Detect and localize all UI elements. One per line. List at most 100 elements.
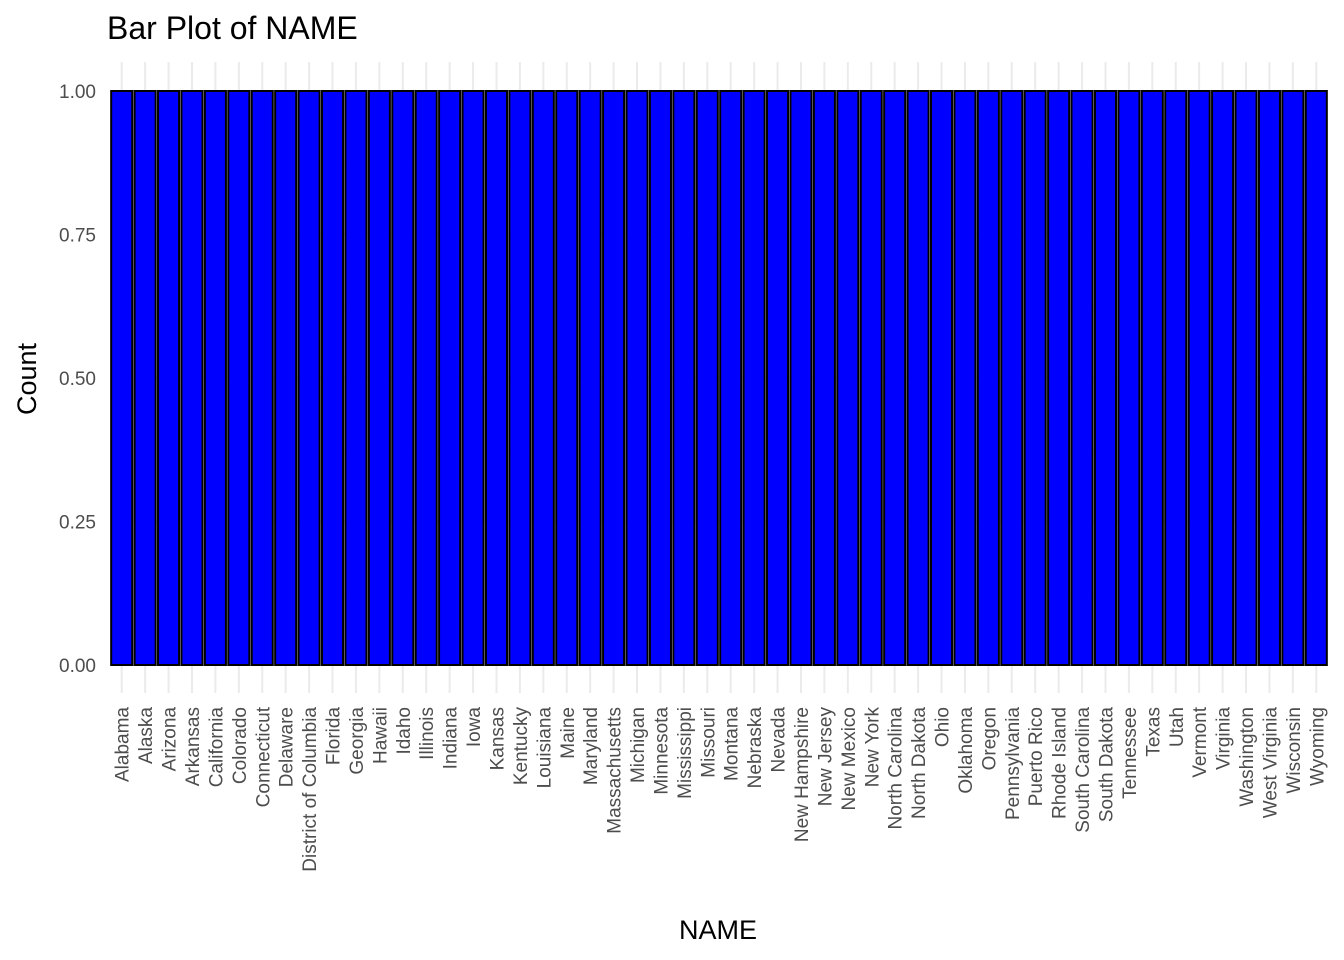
- x-tick-label: Tennessee: [1120, 707, 1141, 799]
- bar: [1140, 90, 1164, 666]
- bar: [695, 90, 719, 666]
- bar: [1187, 90, 1211, 666]
- bar: [250, 90, 274, 666]
- x-tick-label: Minnesota: [651, 707, 672, 795]
- bar: [508, 90, 532, 666]
- x-tick-label: New Mexico: [839, 707, 860, 810]
- x-tick-label: Maine: [558, 707, 579, 759]
- x-tick-label: Idaho: [394, 707, 415, 755]
- x-tick-label: Colorado: [230, 707, 251, 784]
- bar: [883, 90, 907, 666]
- x-tick-label: Illinois: [417, 707, 438, 760]
- x-tick-label: New Hampshire: [792, 707, 813, 842]
- bar: [297, 90, 321, 666]
- bar: [1211, 90, 1235, 666]
- bar: [484, 90, 509, 666]
- bar: [133, 90, 157, 666]
- bar: [976, 90, 1000, 666]
- x-tick-label: Utah: [1167, 707, 1188, 747]
- bar: [719, 90, 743, 666]
- bar: [1281, 90, 1305, 666]
- y-tick-label: 0.75: [59, 226, 96, 247]
- x-tick-labels: Alabama Alaska Arizona Arkansas California Co…: [113, 706, 1329, 871]
- x-tick-label: Kentucky: [511, 707, 532, 786]
- x-tick-label: Arkansas: [183, 707, 204, 786]
- bar: [157, 90, 181, 666]
- x-tick-label: Louisiana: [534, 707, 555, 789]
- bar: [766, 90, 790, 666]
- x-tick-label: Delaware: [277, 707, 298, 787]
- x-axis-title: NAME: [679, 915, 757, 945]
- bar: [859, 90, 883, 666]
- x-tick-label: Mississippi: [675, 707, 696, 799]
- bar: [1117, 90, 1141, 666]
- bar: [648, 90, 672, 666]
- x-tick-label: Maryland: [581, 707, 602, 785]
- x-tick-label: Florida: [324, 707, 345, 766]
- bar: [227, 90, 251, 666]
- x-tick-label: Virginia: [1214, 707, 1235, 770]
- x-tick-label: Rhode Island: [1050, 707, 1071, 819]
- x-tick-label: South Carolina: [1073, 707, 1094, 833]
- x-tick-label: Vermont: [1190, 706, 1211, 777]
- bar: [555, 90, 579, 666]
- bar: [274, 90, 298, 666]
- chart-title: Bar Plot of NAME: [107, 10, 358, 46]
- x-tick-label: Massachusetts: [605, 707, 626, 834]
- x-tick-label: North Carolina: [886, 707, 907, 830]
- x-tick-label: Alaska: [136, 707, 157, 764]
- bar: [1047, 90, 1071, 666]
- x-tick-label: South Dakota: [1096, 707, 1117, 823]
- x-tick-label: Missouri: [698, 707, 719, 778]
- bar: [672, 90, 696, 666]
- x-tick-label: Arizona: [160, 707, 181, 772]
- bar: [1304, 90, 1328, 666]
- x-tick-label: Pennsylvania: [1003, 707, 1024, 820]
- bar: [320, 90, 345, 666]
- bars-layer: [110, 90, 1328, 666]
- x-tick-label: Connecticut: [253, 706, 274, 807]
- bar: [531, 90, 555, 666]
- x-tick-label: New Jersey: [815, 707, 836, 807]
- x-tick-label: Wisconsin: [1284, 707, 1305, 794]
- x-tick-label: Kansas: [487, 707, 508, 770]
- bar: [625, 90, 649, 666]
- x-tick-label: Puerto Rico: [1026, 707, 1047, 806]
- bar: [110, 90, 134, 666]
- bar: [1023, 90, 1047, 666]
- x-tick-label: Nevada: [769, 707, 790, 773]
- bar: [602, 90, 626, 666]
- bar: [789, 90, 813, 666]
- bar: [1257, 90, 1281, 666]
- x-tick-label: West Virginia: [1260, 707, 1281, 819]
- bar: [461, 90, 485, 666]
- x-tick-label: California: [206, 707, 227, 788]
- bar: [367, 90, 391, 666]
- y-tick-labels: 0.00 0.25 0.50 0.75 1.00: [59, 82, 96, 677]
- x-tick-label: Michigan: [628, 707, 649, 783]
- x-tick-label: Hawaii: [370, 707, 391, 764]
- x-tick-label: Washington: [1237, 707, 1258, 807]
- x-tick-label: North Dakota: [909, 707, 930, 819]
- bar: [578, 90, 602, 666]
- x-tick-label: Iowa: [464, 707, 485, 748]
- bar: [1093, 90, 1118, 666]
- bar: [203, 90, 227, 666]
- bar: [1164, 90, 1188, 666]
- bar: [812, 90, 836, 666]
- bar: [742, 90, 766, 666]
- bar: [344, 90, 368, 666]
- bar: [929, 90, 954, 666]
- bar: [391, 90, 415, 666]
- x-tick-label: Indiana: [441, 707, 462, 770]
- x-tick-label: Texas: [1143, 707, 1164, 757]
- y-tick-label: 0.50: [59, 369, 96, 390]
- y-axis-title: Count: [12, 342, 42, 415]
- x-tick-label: District of Columbia: [300, 707, 321, 872]
- x-tick-label: Alabama: [113, 707, 134, 782]
- bar: [906, 90, 930, 666]
- bar: [1234, 90, 1258, 666]
- x-tick-label: Wyoming: [1307, 707, 1328, 786]
- bar: [438, 90, 462, 666]
